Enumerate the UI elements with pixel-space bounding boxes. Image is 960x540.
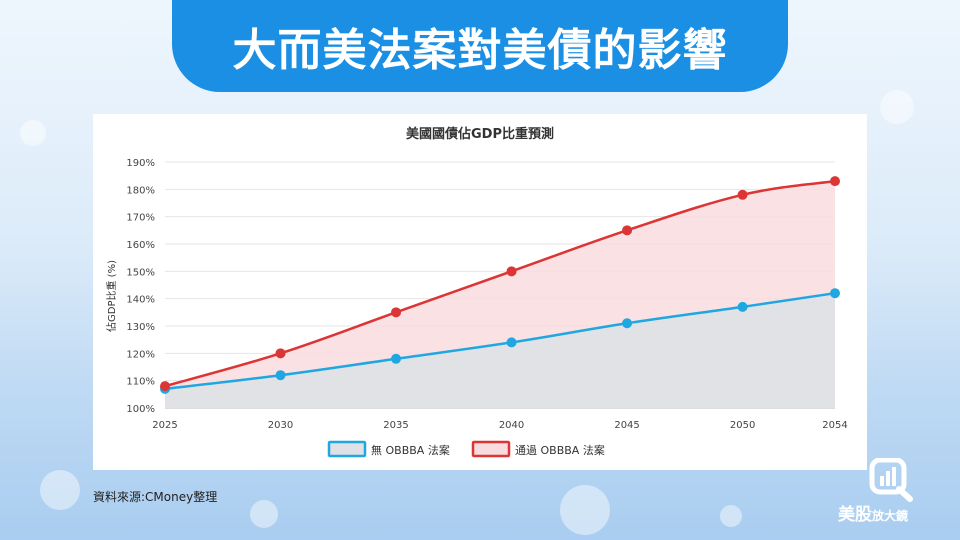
background-bokeh	[560, 485, 610, 535]
y-tick-label: 140%	[126, 295, 155, 306]
y-tick-label: 110%	[126, 377, 155, 388]
legend-swatch	[471, 440, 511, 458]
y-tick-label: 180%	[126, 185, 155, 196]
y-tick-label: 190%	[126, 158, 155, 169]
background-bokeh	[250, 500, 278, 528]
data-point	[830, 288, 840, 299]
x-tick-label: 2045	[614, 420, 639, 431]
data-point	[622, 318, 633, 329]
x-tick-label: 2050	[730, 420, 755, 431]
x-tick-label: 2054	[822, 420, 847, 431]
brand-text: 美股放大鏡	[838, 500, 908, 525]
series-areas	[165, 181, 835, 408]
x-tick-label: 2035	[383, 420, 408, 431]
debt-gdp-chart: 美國國債佔GDP比重預測 佔GDP比重 (%) 100% 110% 120% 130%…	[105, 126, 848, 458]
y-tick-label: 160%	[126, 240, 155, 251]
background-bokeh	[40, 470, 80, 510]
data-point	[737, 189, 748, 200]
data-point	[506, 266, 517, 277]
legend-label: 通過 OBBBA 法案	[515, 443, 605, 457]
y-tick-label: 130%	[126, 322, 155, 333]
page-title: 大而美法案對美債的影響	[232, 25, 728, 76]
brand-sub: 放大鏡	[872, 509, 909, 523]
data-point	[391, 307, 402, 318]
chart-title: 美國國債佔GDP比重預測	[406, 126, 554, 142]
series-points	[160, 176, 840, 394]
background-bokeh	[720, 505, 742, 527]
brand-logo: 美股放大鏡	[838, 458, 948, 525]
data-point	[830, 176, 840, 187]
y-tick-label: 100%	[126, 404, 155, 415]
y-tick-label: 150%	[126, 267, 155, 278]
data-point	[506, 337, 517, 348]
title-banner: 大而美法案對美債的影響	[172, 0, 788, 92]
source-note: 資料來源:CMoney整理	[93, 490, 218, 504]
magnifier-chart-icon	[869, 458, 913, 502]
legend: 無 OBBBA 法案 通過 OBBBA 法案	[327, 440, 605, 458]
chart-card: 美國國債佔GDP比重預測 佔GDP比重 (%) 100% 110% 120% 130%…	[93, 114, 867, 470]
background-bokeh	[20, 120, 46, 146]
x-tick-label: 2030	[268, 420, 293, 431]
y-axis-ticks: 100% 110% 120% 130% 140% 150% 160% 170% 180% 190%	[126, 158, 155, 415]
data-point	[622, 225, 633, 236]
x-tick-label: 2040	[499, 420, 524, 431]
x-tick-label: 2025	[152, 420, 177, 431]
y-tick-label: 170%	[126, 213, 155, 224]
background-bokeh	[880, 90, 914, 124]
data-point	[275, 370, 286, 381]
y-tick-label: 120%	[126, 349, 155, 360]
x-axis-ticks: 2025 2030 2035 2040 2045 2050 2054	[152, 420, 847, 431]
legend-swatch	[327, 440, 367, 458]
series-area	[165, 293, 835, 408]
data-point	[737, 301, 748, 312]
y-axis-label: 佔GDP比重 (%)	[105, 260, 118, 332]
legend-label: 無 OBBBA 法案	[371, 443, 450, 457]
brand-main: 美股	[838, 505, 872, 525]
data-point	[275, 348, 286, 359]
data-point	[391, 353, 402, 364]
data-point	[160, 381, 170, 392]
